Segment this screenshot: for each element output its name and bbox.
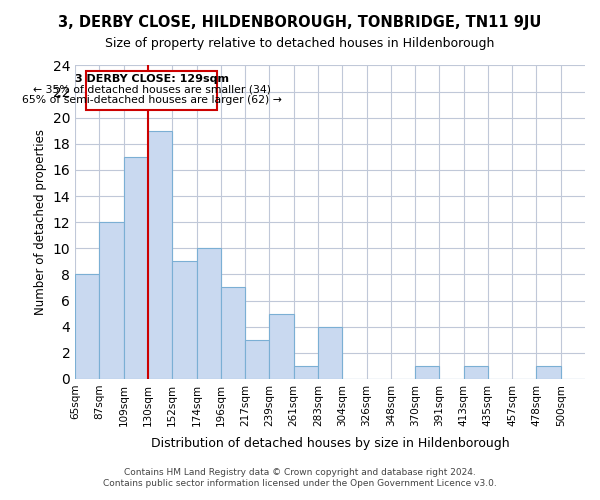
Text: Size of property relative to detached houses in Hildenborough: Size of property relative to detached ho…: [106, 38, 494, 51]
Bar: [415, 366, 439, 379]
Text: 3 DERBY CLOSE: 129sqm: 3 DERBY CLOSE: 129sqm: [74, 74, 229, 84]
Bar: [124, 157, 148, 379]
Bar: [100, 222, 124, 379]
Text: Contains HM Land Registry data © Crown copyright and database right 2024.
Contai: Contains HM Land Registry data © Crown c…: [103, 468, 497, 487]
Text: 65% of semi-detached houses are larger (62) →: 65% of semi-detached houses are larger (…: [22, 95, 281, 105]
Bar: [269, 314, 293, 379]
Bar: [197, 248, 221, 379]
Bar: [536, 366, 561, 379]
Bar: [464, 366, 488, 379]
Bar: [221, 288, 245, 379]
Text: ← 35% of detached houses are smaller (34): ← 35% of detached houses are smaller (34…: [32, 84, 271, 94]
Bar: [318, 326, 342, 379]
Y-axis label: Number of detached properties: Number of detached properties: [34, 129, 47, 315]
Text: 3, DERBY CLOSE, HILDENBOROUGH, TONBRIDGE, TN11 9JU: 3, DERBY CLOSE, HILDENBOROUGH, TONBRIDGE…: [58, 15, 542, 30]
Bar: [293, 366, 318, 379]
FancyBboxPatch shape: [86, 70, 217, 110]
Bar: [172, 262, 197, 379]
Bar: [75, 274, 100, 379]
Bar: [245, 340, 269, 379]
X-axis label: Distribution of detached houses by size in Hildenborough: Distribution of detached houses by size …: [151, 437, 509, 450]
Bar: [148, 131, 172, 379]
